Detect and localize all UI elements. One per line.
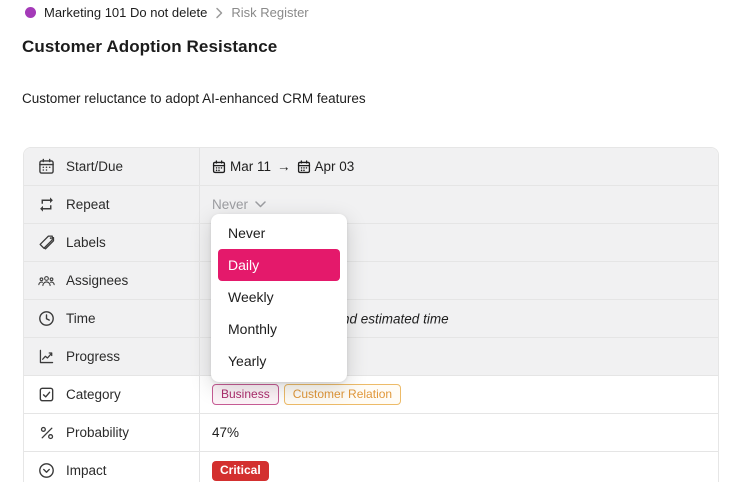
field-row-probability: Probability 47% [24,414,718,452]
page-title: Customer Adoption Resistance [22,37,278,56]
impact-value[interactable]: Critical [199,452,718,482]
field-row-time: Time Tracked and estimated time [24,300,718,338]
field-row-category: Category Business Customer Relation [24,376,718,414]
probability-value[interactable]: 47% [199,414,718,451]
dropdown-option-monthly[interactable]: Monthly [228,321,278,337]
field-label: Progress [66,349,121,364]
calendar-icon [38,158,55,175]
field-label: Labels [66,235,106,250]
checkbox-icon [38,386,55,403]
dropdown-option-daily[interactable]: Daily [218,249,340,281]
category-value[interactable]: Business Customer Relation [199,376,718,413]
due-date[interactable]: Apr 03 [297,159,355,174]
field-label: Time [66,311,96,326]
field-label: Assignees [66,273,129,288]
category-badges: Business Customer Relation [212,384,402,405]
field-label-cell: Probability [24,414,199,451]
breadcrumb-project[interactable]: Marketing 101 Do not delete [44,5,208,20]
field-row-progress: Progress [24,338,718,376]
field-label: Repeat [66,197,110,212]
field-row-start-due: Start/Due Mar 11 → [24,148,718,186]
repeat-dropdown-menu: Never Daily Weekly Monthly Yearly [211,214,347,382]
progress-chart-icon [38,348,55,365]
impact-badge-critical[interactable]: Critical [212,460,269,481]
progress-value[interactable] [199,338,718,375]
chevron-down-icon [255,199,266,210]
repeat-current-value: Never [212,197,249,212]
field-label-cell: Time [24,300,199,337]
calendar-icon [297,159,311,174]
people-group-icon [38,272,55,289]
task-description[interactable]: Customer reluctance to adopt AI-enhanced… [22,91,366,106]
field-label: Impact [66,463,107,478]
field-row-assignees: Assignees [24,262,718,300]
field-row-repeat: Repeat Never [24,186,718,224]
dropdown-option-weekly[interactable]: Weekly [228,289,274,305]
category-badge-customer-relation[interactable]: Customer Relation [283,384,402,405]
category-badge-business[interactable]: Business [212,384,279,405]
tags-icon [38,234,55,251]
assignees-value[interactable] [199,262,718,299]
labels-value[interactable] [199,224,718,261]
repeat-value[interactable]: Never [199,186,718,223]
calendar-icon [212,159,226,174]
probability-text: 47% [212,425,240,440]
field-label: Start/Due [66,159,124,174]
start-due-value[interactable]: Mar 11 → Apr 03 [199,148,718,185]
chevron-circle-icon [38,462,55,479]
field-label: Probability [66,425,130,440]
field-row-labels: Labels [24,224,718,262]
due-date-text: Apr 03 [314,159,355,174]
field-label: Category [66,387,121,402]
project-color-dot [25,7,36,18]
field-label-cell: Assignees [24,262,199,299]
repeat-select[interactable]: Never [212,197,266,212]
start-date-text: Mar 11 [230,159,272,174]
dropdown-option-never[interactable]: Never [228,225,266,241]
dropdown-option-yearly[interactable]: Yearly [228,353,267,369]
field-label-cell: Labels [24,224,199,261]
field-label-cell: Repeat [24,186,199,223]
clock-icon [38,310,55,327]
fields-table: Start/Due Mar 11 → [23,147,719,482]
field-label-cell: Start/Due [24,148,199,185]
field-row-impact: Impact Critical [24,452,718,482]
field-label-cell: Category [24,376,199,413]
percent-icon [38,424,55,441]
field-label-cell: Progress [24,338,199,375]
field-label-cell: Impact [24,452,199,482]
start-date[interactable]: Mar 11 [212,159,271,174]
repeat-icon [38,196,55,213]
breadcrumb: Marketing 101 Do not delete Risk Registe… [25,5,309,20]
date-range-arrow: → [277,159,291,174]
chevron-right-icon [215,7,223,19]
breadcrumb-section[interactable]: Risk Register [231,5,309,20]
